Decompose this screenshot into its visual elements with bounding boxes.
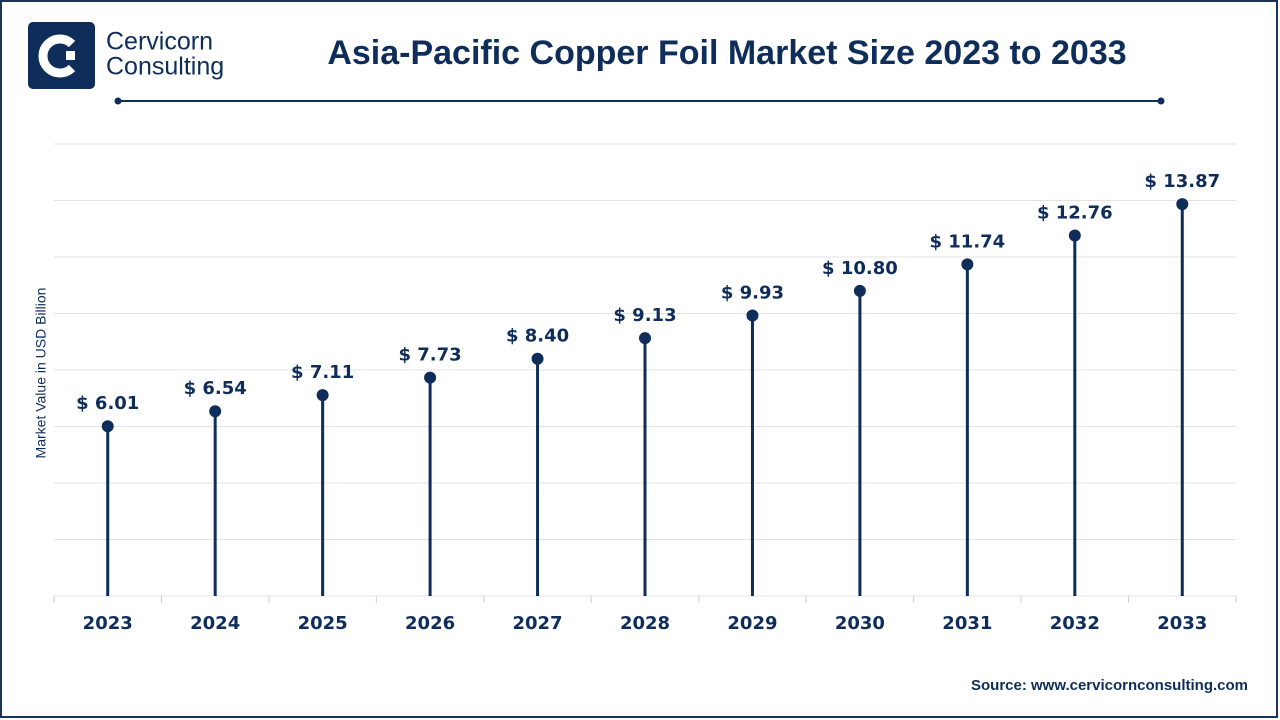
dot: [101, 420, 114, 433]
value-label: $ 9.93: [721, 282, 784, 303]
chart-title: Asia-Pacific Copper Foil Market Size 202…: [327, 34, 1126, 72]
x-tick-label: 2023: [83, 613, 133, 634]
title-rule-dot: [114, 97, 122, 105]
value-label: $ 6.54: [184, 378, 247, 399]
value-label: $ 10.80: [822, 258, 898, 279]
x-tick-label: 2024: [190, 613, 240, 634]
value-label: $ 8.40: [506, 326, 569, 347]
x-tick-label: 2031: [942, 613, 992, 634]
value-label: $ 13.87: [1144, 171, 1220, 192]
dot: [316, 389, 329, 402]
dot: [853, 284, 866, 297]
dot: [1068, 229, 1081, 242]
logo-text: Cervicorn: [106, 28, 213, 56]
source: Source: www.cervicornconsulting.com: [971, 677, 1248, 694]
value-label: $ 6.01: [76, 393, 139, 414]
x-tick-label: 2028: [620, 613, 670, 634]
value-label: $ 12.76: [1037, 203, 1113, 224]
value-label: $ 11.74: [929, 231, 1005, 252]
logo-icon: [66, 51, 75, 60]
value-label: $ 9.13: [613, 305, 676, 326]
x-tick-label: 2032: [1050, 613, 1100, 634]
value-label: $ 7.73: [398, 345, 461, 366]
dot: [639, 332, 651, 345]
dot: [209, 405, 222, 418]
logo-text: Consulting: [106, 53, 224, 81]
dot: [531, 352, 544, 365]
x-tick-label: 2029: [727, 613, 777, 634]
x-tick-label: 2025: [298, 613, 348, 634]
title-rule-dot: [1157, 97, 1165, 105]
x-tick-label: 2030: [835, 613, 885, 634]
dot: [424, 371, 437, 384]
x-tick-label: 2033: [1157, 613, 1207, 634]
y-axis-label: Market Value in USD Billion: [33, 288, 49, 459]
dot: [1176, 198, 1189, 211]
x-tick-label: 2026: [405, 613, 455, 634]
value-label: $ 7.11: [291, 362, 354, 383]
dot: [961, 258, 974, 271]
x-tick-label: 2027: [512, 613, 562, 634]
logo-icon: [38, 34, 76, 78]
logo-mark: [28, 22, 95, 89]
dot: [746, 309, 759, 322]
